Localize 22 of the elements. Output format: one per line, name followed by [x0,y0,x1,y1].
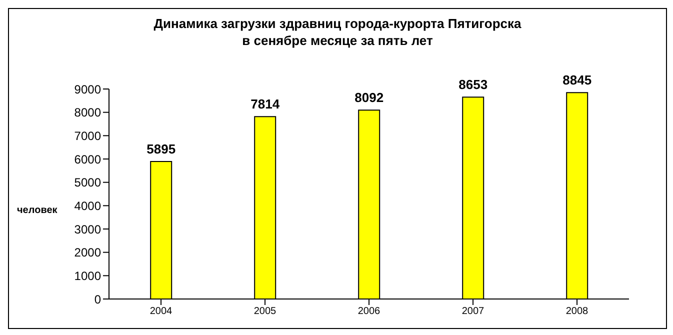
x-tick-label: 2007 [462,306,485,318]
chart-title: Динамика загрузки здравниц города-курорта Пятигорска в сенябре месяце за пять лет [152,15,522,49]
y-tick-label: 3000 [74,222,102,236]
y-tick-label: 9000 [74,82,102,96]
x-tick-label: 2006 [358,306,381,318]
x-tick-label: 2004 [150,306,173,318]
y-tick-label: 4000 [74,198,102,213]
y-tick-label: 8000 [74,106,102,120]
x-tick-label: 2005 [254,306,277,318]
y-tick-label: 6000 [74,152,102,166]
data-label: 8653 [458,77,488,92]
y-tick-label: 5000 [74,176,102,190]
y-tick-label: 7000 [74,128,102,143]
y-tick-label: 0 [94,292,102,306]
data-label: 8845 [562,72,592,88]
data-label: 5895 [146,141,176,156]
y-tick-label: 2000 [74,246,102,260]
y-tick-label: 1000 [74,268,102,283]
data-label: 8092 [354,90,384,106]
x-tick-label: 2008 [566,306,589,318]
data-label: 7814 [250,96,280,112]
y-axis-title: человек [17,205,58,216]
